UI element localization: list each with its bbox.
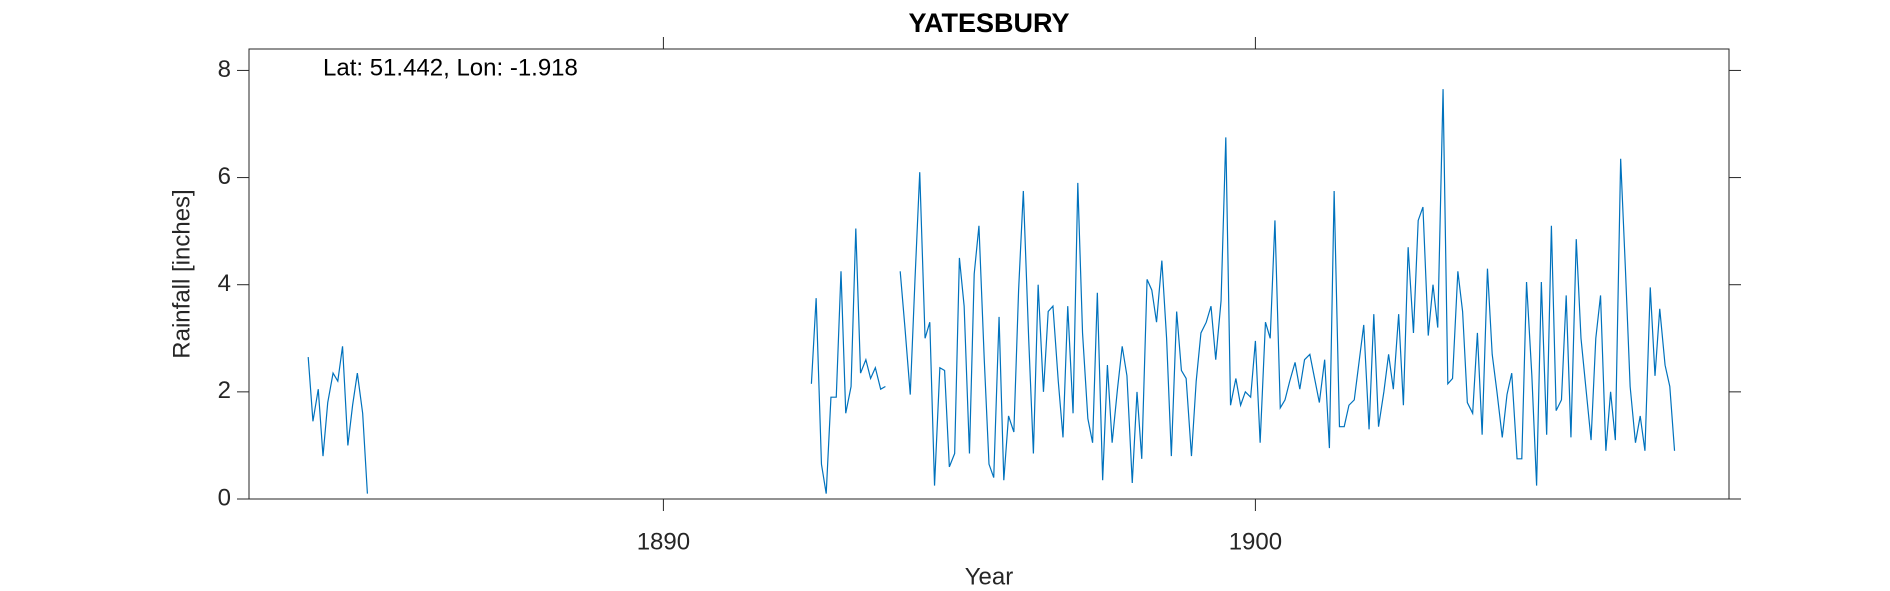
y-tick-label: 2 <box>218 377 231 404</box>
y-tick-label: 4 <box>218 270 231 297</box>
x-tick-label: 1890 <box>637 528 690 555</box>
y-tick-label: 0 <box>218 484 231 511</box>
y-axis-label: Rainfall [inches] <box>168 189 195 358</box>
axes-box <box>248 48 1730 500</box>
annotation: Lat: 51.442, Lon: -1.918 <box>323 54 578 81</box>
x-axis-label: Year <box>965 563 1014 590</box>
y-tick-label: 8 <box>218 56 231 83</box>
x-tick-label: 1900 <box>1229 528 1282 555</box>
y-tick-label: 6 <box>218 163 231 190</box>
data-line <box>307 89 1676 494</box>
chart-title: YATESBURY <box>908 8 1069 38</box>
